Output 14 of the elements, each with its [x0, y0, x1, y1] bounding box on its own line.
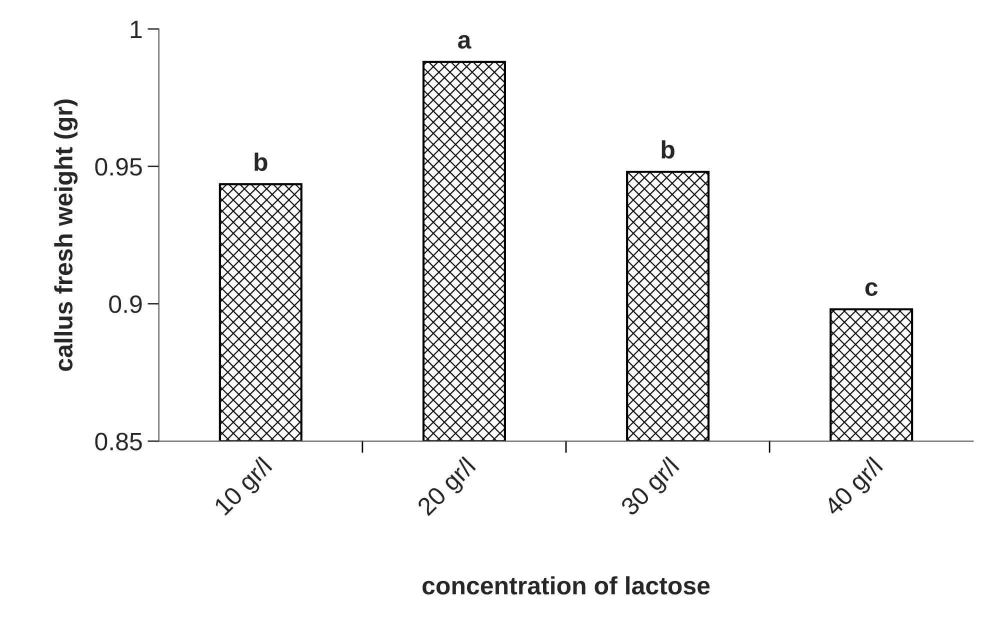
x-tick-label: 40 gr/l — [822, 456, 887, 520]
x-axis-title: concentration of lactose — [422, 576, 710, 595]
x-tick-label: 20 gr/l — [416, 456, 480, 520]
x-tick-label: 10 gr/l — [212, 456, 276, 520]
annotation: c — [865, 282, 878, 296]
x-tick-label: 30 gr/l — [619, 456, 684, 520]
annotation: b — [254, 152, 268, 171]
y-tick-label: 0.9 — [109, 295, 142, 314]
y-tick-label: 0.95 — [95, 158, 142, 176]
annotation: a — [458, 34, 472, 49]
y-tick-label: 0.85 — [95, 432, 142, 450]
annotation: b — [662, 140, 674, 159]
y-tick-label: 1 — [130, 20, 142, 38]
y-axis-title: callus fresh weight (gr) — [54, 99, 78, 371]
